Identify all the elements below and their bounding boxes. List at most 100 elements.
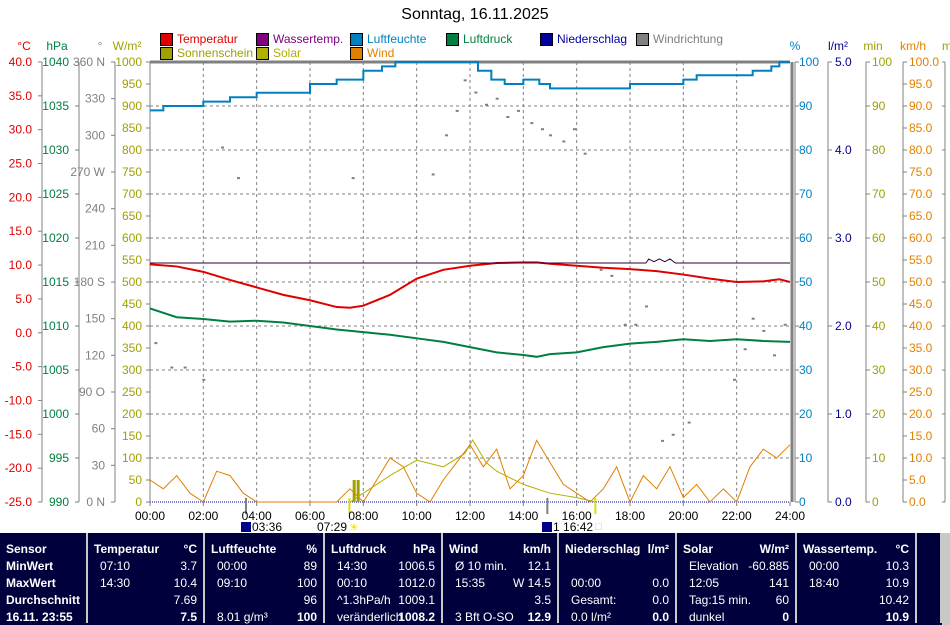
y-tick-label-wind: 10.0: [909, 451, 933, 465]
y-tick-label-temp: -25.0: [5, 495, 33, 509]
y-tick-label-hum: 60: [799, 231, 813, 245]
y-tick-label-temp: 40.0: [9, 55, 33, 69]
row-label: Ø 10 min.: [455, 559, 508, 573]
column-unit: %: [306, 542, 317, 556]
legend-swatch: [160, 32, 173, 46]
legend-swatch: [256, 32, 269, 46]
legend-item-solar: Solar: [256, 46, 301, 60]
winddirection-point: [541, 128, 544, 131]
y-tick-label-solar: 800: [122, 143, 142, 157]
series-luftfeuchte: [150, 61, 790, 112]
row-value: 0: [782, 610, 789, 624]
legend-label: Niederschlag: [557, 32, 628, 46]
sunrise-event: 07:29 ☀: [317, 520, 359, 534]
row-value: 10.9: [885, 610, 909, 624]
y-tick-label-temp: -20.0: [5, 461, 33, 475]
summary-col-wassertemp: Wassertemp. °C 00:00 10.3 18:40 10.9 10.42 10.9: [797, 533, 917, 624]
y-tick-label-solar: 400: [122, 319, 142, 333]
winddirection-point: [762, 329, 766, 332]
y-tick-label-wind: 60.0: [909, 231, 933, 245]
winddirection-point: [506, 116, 510, 118]
column-unit: l/m²: [647, 542, 669, 556]
y-tick-label-rain: 5.0: [835, 55, 852, 69]
y-tick-label-rain: 0.0: [835, 495, 852, 509]
legend-label: Windrichtung: [653, 32, 724, 46]
row-value: 10.3: [885, 559, 909, 573]
y-tick-label-dir: 120: [85, 348, 105, 362]
y-tick-label-temp: -10.0: [5, 393, 33, 407]
y-tick-label-wind: 25.0: [909, 385, 933, 399]
y-tick-label-hum: 0: [799, 495, 806, 509]
row-value: 10.42: [878, 593, 909, 607]
y-tick-label-solar: 100: [122, 451, 142, 465]
y-tick-label-temp: 35.0: [9, 89, 33, 103]
y-tick-label-hum: 70: [799, 187, 813, 201]
y-tick-label-wind: 70.0: [909, 187, 933, 201]
legend-item-sonnenschein: Sonnenschein: [160, 46, 253, 60]
row-value: 100: [296, 576, 317, 590]
winddirection-point: [645, 305, 648, 308]
y-tick-label-hum: 90: [799, 99, 813, 113]
sunset-icon: □: [595, 521, 602, 533]
y-tick-label-wind: 50.0: [909, 275, 933, 289]
y-axis-unit-temp: °C: [17, 39, 31, 53]
legend-label: Luftdruck: [463, 32, 513, 46]
column-header: Luftdruck: [331, 542, 387, 556]
y-tick-label-solar: 1000: [115, 55, 142, 69]
row-value: 3.7: [180, 559, 197, 573]
y-tick-label-rain: 1.0: [835, 407, 852, 421]
row-label: 09:10: [217, 576, 248, 590]
y-tick-label-solar: 750: [122, 165, 142, 179]
summary-col-temperatur: Temperatur °C 07:10 3.7 14:30 10.4 7.69 7.5: [88, 533, 205, 624]
legend-swatch: [636, 32, 649, 46]
moonrise-event: 03:36: [241, 520, 282, 534]
x-tick-label: 22:00: [722, 509, 752, 523]
y-tick-label-press: 1015: [42, 275, 69, 289]
y-tick-label-dir: 360 N: [73, 55, 105, 69]
y-axis-unit-sunmin: min: [863, 39, 882, 53]
y-tick-label-temp: 5.0: [15, 292, 32, 306]
y-axis-unit-wind: km/h: [900, 39, 926, 53]
y-tick-label-solar: 300: [122, 363, 142, 377]
winddirection-point: [183, 366, 187, 369]
column-unit: km/h: [522, 542, 551, 556]
x-tick-label: 02:00: [188, 509, 218, 523]
winddirection-point: [671, 433, 675, 436]
winddirection-point: [599, 268, 603, 271]
y-tick-label-dir: 300: [85, 128, 105, 142]
row-value: 1006.5: [398, 559, 435, 573]
y-tick-label-solar: 350: [122, 341, 142, 355]
x-tick-label: 12:00: [455, 509, 485, 523]
x-tick-label: 14:00: [508, 509, 538, 523]
column-unit: W/m²: [759, 542, 789, 556]
row-value: 10.4: [173, 576, 197, 590]
winddirection-point: [549, 134, 552, 137]
y-tick-label-sunmin: 90: [872, 99, 886, 113]
y-tick-label-wind: 0.0: [909, 495, 926, 509]
y-tick-label-dir: 60: [92, 422, 106, 436]
legend-label: Wassertemp.: [273, 32, 344, 46]
row-label: ^1.3hPa/h: [337, 593, 391, 607]
x-tick-label: 08:00: [348, 509, 378, 523]
y-tick-label-hum: 80: [799, 143, 813, 157]
series-temperatur: [149, 261, 791, 309]
y-tick-label-wind: 85.0: [909, 121, 933, 135]
row-value: 1008.2: [398, 610, 435, 624]
winddirection-point: [202, 378, 206, 381]
sunset-time: 16:42: [563, 520, 594, 534]
y-tick-label-press: 1035: [42, 99, 69, 113]
winddirection-point: [170, 366, 174, 369]
y-tick-label-solar: 700: [122, 187, 142, 201]
winddirection-point: [743, 348, 747, 351]
row-value: 12.1: [527, 559, 551, 573]
legend-item-niederschlag: Niederschlag: [540, 32, 627, 46]
legend-item-windrichtung: Windrichtung: [636, 32, 723, 46]
y-tick-label-dir: 30: [92, 458, 106, 472]
row-label: 00:00: [571, 576, 602, 590]
row-label: 00:00: [217, 559, 248, 573]
row-value: 141: [768, 576, 789, 590]
y-tick-label-rain: 2.0: [835, 319, 852, 333]
row-label: 16.11. 23:55: [6, 610, 73, 624]
y-tick-label-temp: -5.0: [11, 360, 32, 374]
column-header: Niederschlag: [565, 542, 641, 556]
